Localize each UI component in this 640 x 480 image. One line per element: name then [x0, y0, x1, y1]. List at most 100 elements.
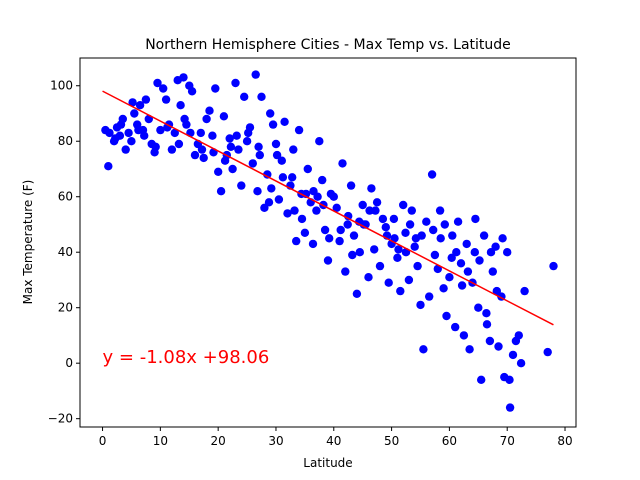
data-point [514, 331, 523, 340]
data-point [365, 206, 374, 215]
data-point [393, 253, 402, 262]
x-tick-label: 40 [326, 434, 341, 448]
y-tick-label: 40 [58, 245, 73, 259]
data-point [248, 159, 257, 168]
data-point [121, 145, 130, 154]
data-point [503, 248, 512, 257]
data-point [452, 248, 461, 257]
data-point [451, 322, 460, 332]
data-point [264, 198, 274, 207]
data-point [297, 214, 307, 224]
data-point [401, 228, 410, 237]
data-point [349, 231, 359, 240]
data-point [457, 281, 467, 290]
data-point [448, 231, 457, 240]
data-point [358, 200, 367, 210]
data-point [140, 131, 149, 140]
data-point [470, 248, 479, 257]
data-point [240, 92, 249, 102]
data-point [338, 159, 347, 168]
data-point [346, 181, 356, 190]
data-point [436, 234, 445, 243]
y-tick-label: 100 [50, 79, 73, 93]
data-point [283, 209, 292, 218]
data-point [390, 234, 399, 243]
x-tick-label: 0 [99, 434, 107, 448]
x-tick-label: 10 [153, 434, 168, 448]
data-point [399, 200, 408, 210]
x-tick-label: 60 [442, 434, 457, 448]
data-point [348, 250, 357, 260]
data-point [459, 331, 469, 340]
data-point [151, 142, 160, 151]
data-point [429, 225, 438, 235]
data-point [332, 203, 341, 212]
data-point [176, 101, 185, 110]
data-point [214, 167, 223, 176]
data-point [208, 131, 217, 140]
x-tick-label: 30 [268, 434, 283, 448]
data-point [280, 117, 289, 127]
data-point [485, 336, 495, 346]
data-point [505, 375, 514, 384]
data-point [549, 261, 558, 271]
data-point [277, 156, 286, 165]
data-point [232, 131, 241, 140]
data-point [167, 145, 177, 154]
data-point [271, 139, 281, 149]
data-point [425, 292, 434, 301]
x-tick-label: 70 [500, 434, 515, 448]
data-point [263, 170, 272, 179]
data-point [174, 139, 184, 149]
data-point [272, 150, 282, 160]
x-tick-label: 50 [384, 434, 399, 448]
data-point [234, 145, 243, 154]
data-point [491, 242, 500, 251]
data-point [479, 231, 489, 240]
data-point [341, 267, 350, 276]
data-point [255, 150, 264, 160]
data-point [254, 142, 263, 151]
plot-frame [79, 57, 577, 428]
data-point [486, 248, 496, 257]
y-tick-label: 0 [65, 356, 73, 370]
data-point [482, 320, 492, 329]
data-point [336, 225, 345, 235]
data-point [205, 106, 214, 115]
data-point [494, 342, 503, 351]
data-point [419, 345, 428, 354]
data-point [292, 236, 301, 246]
data-point [199, 153, 208, 163]
data-point [492, 286, 501, 296]
data-point [105, 128, 114, 138]
data-point [370, 245, 379, 254]
data-point [159, 84, 168, 93]
data-point [190, 150, 200, 160]
data-point [226, 142, 236, 151]
y-tick-label: −20 [48, 412, 73, 426]
data-point [475, 256, 484, 265]
data-point [396, 286, 405, 296]
data-point [197, 145, 207, 154]
data-point [422, 217, 431, 226]
data-point [278, 173, 288, 182]
data-point [216, 187, 226, 196]
data-point [543, 347, 552, 357]
data-point [260, 203, 269, 212]
data-point [407, 206, 416, 215]
data-point [323, 256, 333, 265]
data-point [447, 253, 456, 262]
data-point [462, 239, 471, 249]
chart-title: Northern Hemisphere Cities - Max Temp vs… [145, 37, 511, 53]
data-point [413, 261, 422, 271]
data-point [352, 289, 362, 298]
data-point [482, 309, 491, 318]
y-tick-label: 80 [58, 134, 73, 148]
data-point [251, 70, 260, 79]
data-point [329, 192, 338, 201]
data-point [179, 73, 188, 82]
data-point [498, 234, 507, 243]
data-point [242, 137, 252, 146]
data-point [124, 128, 133, 138]
data-point [290, 206, 299, 215]
